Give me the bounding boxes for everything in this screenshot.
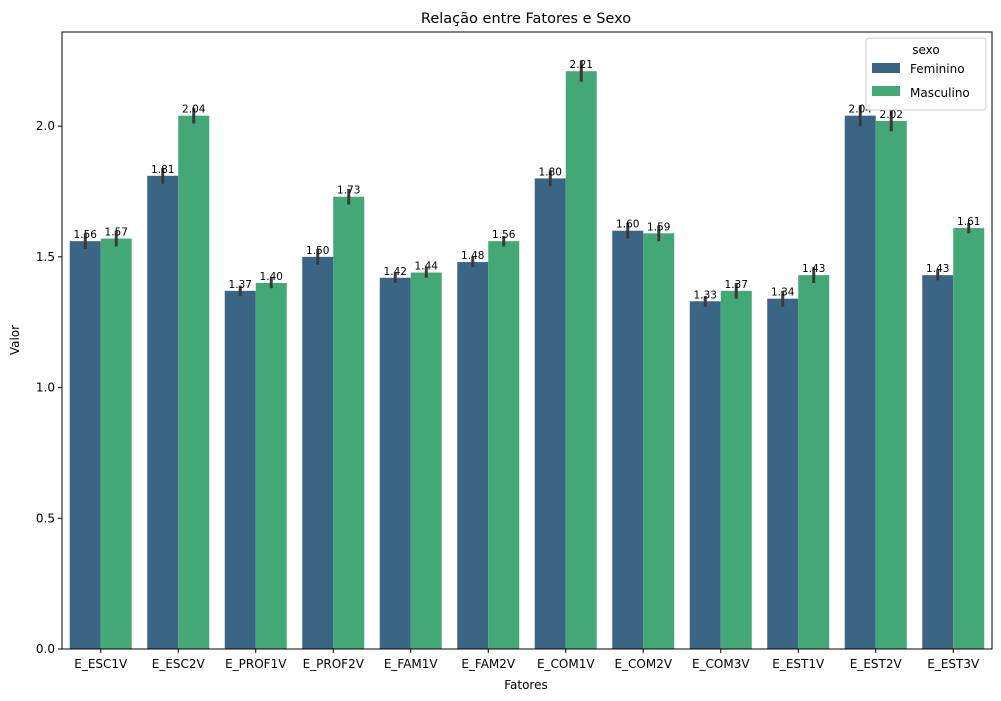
y-axis: 0.0 0.5 1.0 1.5 2.0	[36, 119, 62, 656]
bar-masculino-e_esc2v	[178, 115, 210, 650]
x-tick-label: E_PROF1V	[225, 657, 287, 671]
data-label: 1.73	[337, 185, 360, 197]
x-axis-label: Fatores	[504, 678, 548, 692]
data-label: 1.56	[74, 229, 98, 241]
data-label: 1.59	[647, 221, 670, 233]
bar-masculino-e_prof1v	[255, 282, 287, 649]
x-tick-label: E_FAM1V	[384, 657, 439, 671]
plot-area: 1.56 1.81 1.37 1.50 1.42 1.48 1.80 1.60 1.33 1.34…	[69, 59, 985, 650]
data-label: 1.37	[725, 279, 748, 291]
y-tick-label: 2.0	[36, 119, 55, 133]
bar-feminino-e_esc1v	[69, 241, 101, 650]
x-tick-label: E_COM1V	[537, 657, 595, 671]
data-label: 1.33	[694, 289, 717, 301]
bar-masculino-e_com3v	[720, 290, 752, 649]
data-label: 1.42	[384, 266, 407, 278]
data-label: 1.80	[539, 166, 562, 178]
y-tick-label: 1.0	[36, 381, 55, 395]
data-label: 1.37	[229, 279, 252, 291]
bar-masculino-e_est3v	[953, 228, 985, 649]
bar-masculino-e_com1v	[565, 71, 597, 649]
x-tick-label: E_EST3V	[927, 657, 980, 671]
bar-feminino-e_esc2v	[147, 175, 179, 650]
bar-masculino-e_est1v	[798, 275, 830, 649]
y-axis-label: Valor	[8, 325, 22, 355]
bar-feminino-e_fam2v	[457, 262, 489, 649]
x-tick-label: E_EST1V	[772, 657, 825, 671]
bar-masculino-e_esc1v	[100, 238, 132, 649]
data-label: 1.43	[802, 263, 825, 275]
legend-label-feminino: Feminino	[910, 62, 965, 76]
bar-masculino-e_fam1v	[410, 272, 442, 649]
bar-feminino-e_com3v	[689, 301, 721, 649]
bar-masculino-e_fam2v	[488, 241, 520, 650]
data-label: 2.04	[182, 104, 206, 116]
bar-feminino-e_prof1v	[224, 290, 256, 649]
data-label: 1.60	[616, 219, 639, 231]
plot-frame	[61, 31, 993, 650]
x-tick-label: E_FAM2V	[461, 657, 516, 671]
legend-swatch-masculino	[872, 86, 900, 96]
bar-feminino-e_est1v	[767, 298, 799, 649]
bar-feminino-e_com2v	[612, 230, 644, 649]
data-label: 2.02	[880, 109, 903, 121]
x-tick-label: E_COM3V	[692, 657, 750, 671]
data-label: 1.56	[492, 229, 516, 241]
data-label: 1.61	[957, 216, 980, 228]
data-label: 2.21	[570, 59, 593, 71]
legend-swatch-feminino	[872, 63, 900, 73]
legend-label-masculino: Masculino	[910, 86, 970, 100]
data-label: 1.57	[105, 227, 128, 239]
data-label: 1.50	[306, 245, 329, 257]
bar-feminino-e_est2v	[844, 115, 876, 650]
x-tick-label: E_COM2V	[614, 657, 672, 671]
data-label: 1.48	[461, 250, 484, 262]
legend-title: sexo	[912, 43, 940, 57]
x-tick-label: E_PROF2V	[303, 657, 365, 671]
chart-title: Relação entre Fatores e Sexo	[421, 11, 631, 27]
x-tick-label: E_ESC1V	[74, 657, 128, 671]
x-tick-label: E_ESC2V	[152, 657, 206, 671]
bar-feminino-e_fam1v	[379, 277, 411, 649]
bar-feminino-e_com1v	[534, 178, 566, 649]
bar-masculino-e_est2v	[875, 120, 907, 649]
y-tick-label: 0.0	[36, 642, 55, 656]
data-label: 1.40	[260, 271, 283, 283]
y-tick-label: 1.5	[36, 250, 55, 264]
bar-feminino-e_est3v	[922, 275, 954, 649]
bar-feminino-e_prof2v	[302, 256, 334, 649]
data-label: 1.43	[926, 263, 949, 275]
data-label: 1.44	[415, 261, 439, 273]
bar-masculino-e_prof2v	[333, 196, 365, 649]
data-label: 1.34	[771, 287, 795, 299]
bar-masculino-e_com2v	[643, 233, 675, 649]
x-tick-label: E_EST2V	[850, 657, 903, 671]
data-label: 1.81	[151, 164, 174, 176]
legend: sexo Feminino Masculino	[865, 37, 987, 111]
x-axis: E_ESC1V E_ESC2V E_PROF1V E_PROF2V E_FAM1V E_F…	[74, 649, 980, 671]
y-tick-label: 0.5	[36, 511, 55, 525]
